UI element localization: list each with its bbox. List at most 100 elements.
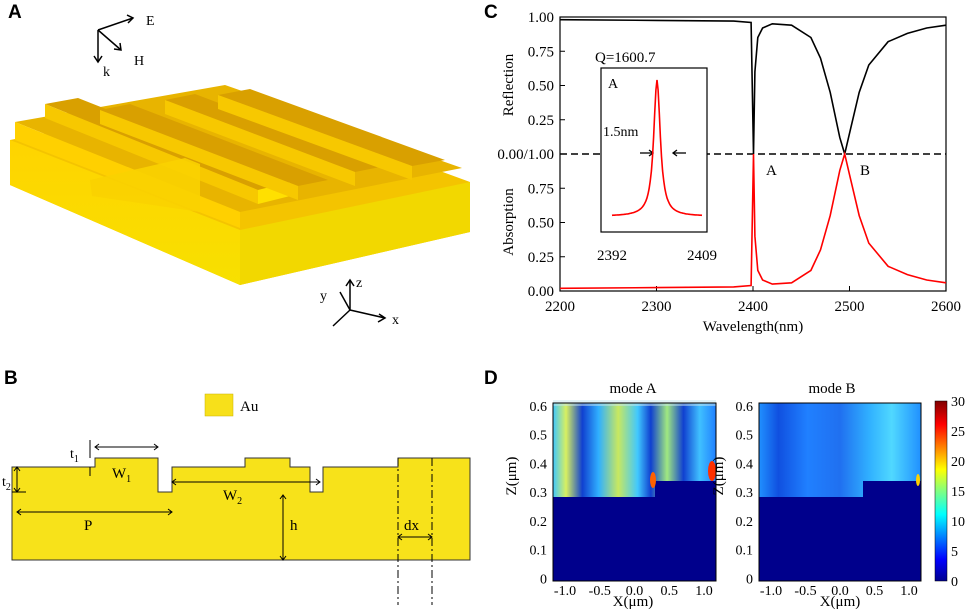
inset-frame xyxy=(600,67,708,233)
inset-q-label: Q=1600.7 xyxy=(595,50,656,66)
map-xtick-label: -1.0 xyxy=(554,584,576,599)
map-xtick-label: -0.5 xyxy=(794,584,816,599)
chart-c-ytick-label: 0.00/1.00 xyxy=(497,147,554,163)
label-w2: W2 xyxy=(223,488,242,507)
colorbar-tick-label: 5 xyxy=(951,545,958,560)
chart-c-xtick-label: 2300 xyxy=(642,299,672,315)
map-xtick-label: -1.0 xyxy=(760,584,782,599)
chart-c-ytick-label: 0.25 xyxy=(528,250,554,266)
chart-c-ytick-label: 0.00 xyxy=(528,284,554,300)
chart-c-xtick-label: 2600 xyxy=(931,299,961,315)
map-a-title: mode A xyxy=(609,381,656,397)
axes-top xyxy=(93,14,135,64)
axis-h-label: H xyxy=(134,54,144,69)
colorbar-tick-label: 25 xyxy=(951,425,965,440)
map-b-ylabel: Z(μm) xyxy=(711,457,727,496)
label-dx: dx xyxy=(404,518,420,534)
chart-c-ytick-label: 0.25 xyxy=(528,113,554,129)
map-ytick-label: 0.4 xyxy=(530,457,548,472)
label-p: P xyxy=(84,518,92,534)
label-h: h xyxy=(290,518,298,534)
map-xtick-label: 0.0 xyxy=(831,584,849,599)
inset-xtick-left: 2392 xyxy=(597,248,627,264)
chart-c-xlabel: Wavelength(nm) xyxy=(703,319,803,335)
point-label-b: B xyxy=(860,163,870,179)
chart-c-ytick-label: 1.00 xyxy=(528,10,554,26)
chart-c-y-ticks: 1.00 0.75 0.50 0.25 0.00/1.00 0.75 0.50 0.25 0.0… xyxy=(497,10,565,300)
map-xtick-label: -0.5 xyxy=(589,584,611,599)
map-ytick-label: 0.6 xyxy=(530,400,548,415)
colorbar-tick-label: 20 xyxy=(951,455,965,470)
chart-c-xtick-label: 2500 xyxy=(835,299,865,315)
map-mode-b: mode B xyxy=(758,381,922,582)
axis-e-label: E xyxy=(146,14,155,29)
panel-letter-a: A xyxy=(8,2,22,23)
inset-mode-label: A xyxy=(608,77,619,92)
map-a-hotspot-1 xyxy=(650,472,656,488)
map-xtick-label: 1.0 xyxy=(695,584,713,599)
map-ytick-label: 0.2 xyxy=(530,515,548,530)
series-reflection xyxy=(559,18,947,158)
map-a-metal xyxy=(553,481,716,581)
chart-c-x-ticks: 2200 2300 2400 2500 2600 xyxy=(545,286,961,315)
label-t1: t1 xyxy=(70,447,79,465)
chart-c: 1.00 0.75 0.50 0.25 0.00/1.00 0.75 0.50 0.25 0.0… xyxy=(497,10,961,335)
colorbar-tick-label: 15 xyxy=(951,485,965,500)
map-ytick-label: 0.2 xyxy=(736,515,754,530)
base-slab-left xyxy=(10,140,240,285)
label-t2: t2 xyxy=(2,475,11,493)
ridges xyxy=(45,89,445,212)
inset-xtick-right: 2409 xyxy=(687,248,717,264)
map-ytick-label: 0.5 xyxy=(736,429,754,444)
axes-bottom xyxy=(332,278,387,327)
map-xtick-label: 1.0 xyxy=(900,584,918,599)
colorbar-tick-label: 30 xyxy=(951,395,965,410)
map-ytick-label: 0.3 xyxy=(736,486,754,501)
label-w1: W1 xyxy=(112,466,131,485)
dimension-lines xyxy=(12,440,433,605)
map-ytick-label: 0 xyxy=(540,572,547,587)
chart-c-ytick-label: 0.75 xyxy=(528,181,554,197)
axis-k-label: k xyxy=(103,65,110,80)
inset-fwhm-label: 1.5nm xyxy=(603,125,639,140)
map-ytick-label: 0 xyxy=(746,572,753,587)
colorbar-tick-label: 10 xyxy=(951,515,965,530)
map-ytick-label: 0.4 xyxy=(736,457,754,472)
map-axis-ticks: 0.6 0.5 0.4 0.3 0.2 0.1 0 -1.0 -0.5 0.0 0.5 1.0 0.6 0… xyxy=(530,400,918,599)
point-label-a: A xyxy=(766,163,777,179)
chart-c-ylabel-reflection: Reflection xyxy=(501,53,517,116)
legend-swatch-au xyxy=(204,393,234,417)
map-ytick-label: 0.6 xyxy=(736,400,754,415)
cross-section-profile xyxy=(11,457,471,561)
axis-z-label: z xyxy=(356,276,362,291)
axis-y-label: y xyxy=(320,289,327,304)
colorbar-ticks: 30 25 20 15 10 5 0 xyxy=(951,395,965,590)
map-a-ylabel: Z(μm) xyxy=(504,457,520,496)
map-xtick-label: 0.5 xyxy=(661,584,679,599)
panel-letter-b: B xyxy=(4,368,18,389)
panel-a-structure xyxy=(10,85,470,285)
colorbar xyxy=(934,400,948,582)
map-ytick-label: 0.1 xyxy=(530,544,548,559)
map-ytick-label: 0.1 xyxy=(736,544,754,559)
map-b-title: mode B xyxy=(808,381,855,397)
map-b-hotspot xyxy=(916,474,920,486)
map-a-xlabel: X(μm) xyxy=(613,594,654,610)
map-xtick-label: 0.5 xyxy=(866,584,884,599)
chart-c-ytick-label: 0.50 xyxy=(528,79,554,95)
panel-letter-d: D xyxy=(484,368,498,389)
map-b-xlabel: X(μm) xyxy=(820,594,861,610)
base-slab-front xyxy=(240,182,470,285)
map-b-metal xyxy=(759,481,921,581)
colorbar-tick-label: 0 xyxy=(951,575,958,590)
chart-c-xtick-label: 2200 xyxy=(545,299,575,315)
panel-letter-c: C xyxy=(484,2,498,23)
map-ytick-label: 0.3 xyxy=(530,486,548,501)
chart-c-ylabel-absorption: Absorption xyxy=(501,188,517,256)
chart-c-ytick-label: 0.75 xyxy=(528,44,554,60)
chart-c-ytick-label: 0.50 xyxy=(528,216,554,232)
map-xtick-label: 0.0 xyxy=(626,584,644,599)
series-absorption xyxy=(559,150,947,290)
chart-c-xtick-label: 2400 xyxy=(738,299,768,315)
